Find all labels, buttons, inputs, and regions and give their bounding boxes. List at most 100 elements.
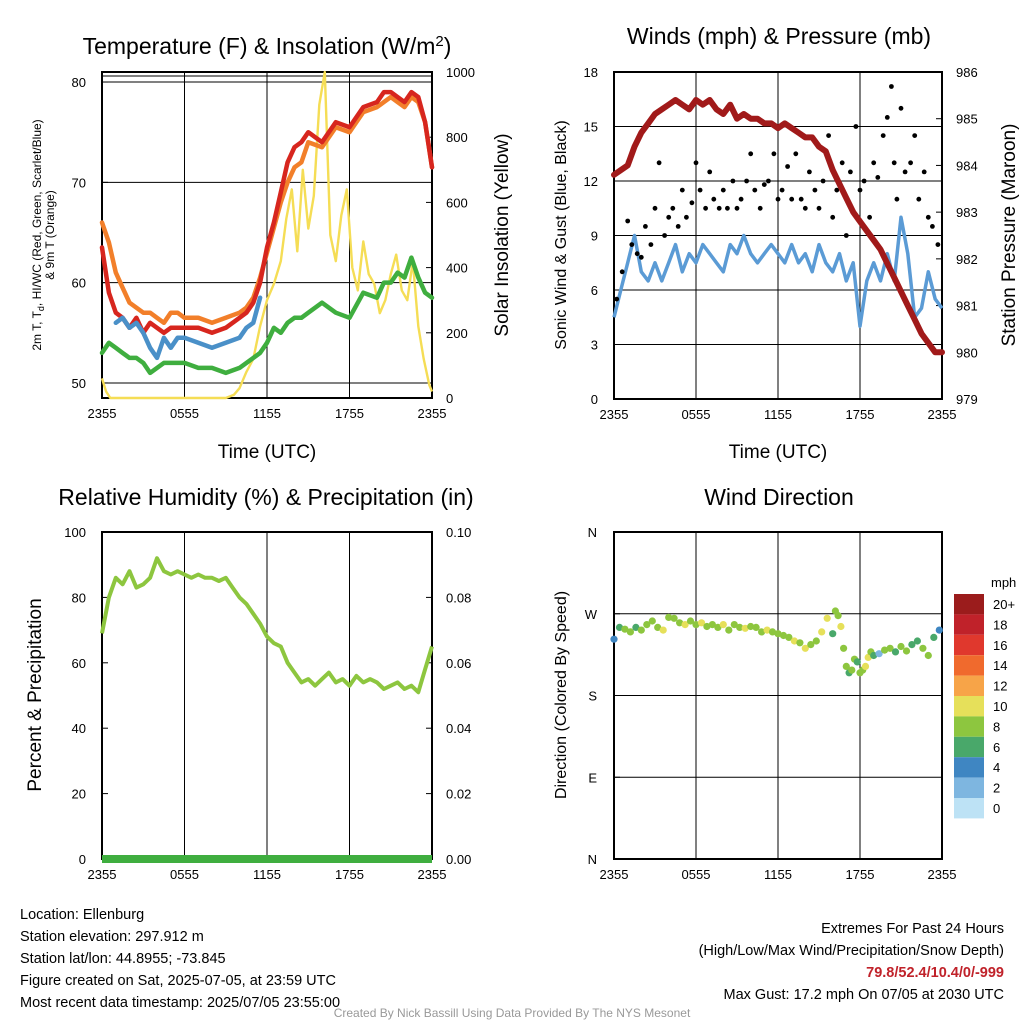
series-line-dewpoint xyxy=(99,255,435,376)
colorbar-label: 12 xyxy=(993,679,1007,694)
extremes-info: Extremes For Past 24 Hours (High/Low/Max… xyxy=(699,918,1004,1006)
wind-direction-point xyxy=(842,662,850,671)
wind-direction-xtick-label: 2355 xyxy=(600,867,629,882)
winds-xtick-label: 0555 xyxy=(682,407,711,422)
temperature-xtick-label: 0555 xyxy=(170,406,199,421)
wind-direction-point xyxy=(681,621,689,629)
solar-insolation-line xyxy=(100,70,434,400)
colorbar-label: 0 xyxy=(993,801,1000,816)
wind-direction-xtick-label: 1155 xyxy=(764,867,792,882)
wind-direction-point xyxy=(610,635,618,643)
wind-direction-point xyxy=(848,666,856,674)
colorbar-swatch xyxy=(954,736,984,758)
gust-point xyxy=(875,175,881,180)
wind-direction-point xyxy=(676,619,684,627)
gust-point xyxy=(826,133,831,139)
rh-xtick-label: 0555 xyxy=(170,867,199,882)
recent-data-text: Most recent data timestamp: 2025/07/05 2… xyxy=(20,995,341,1011)
gust-point xyxy=(744,178,749,184)
gust-point xyxy=(666,214,672,220)
rh-y2tick-label: 0.08 xyxy=(446,590,471,605)
colorbar-label: 2 xyxy=(993,781,1000,796)
gust-point xyxy=(638,254,644,260)
colorbar-swatch xyxy=(954,655,984,676)
wind-direction-point xyxy=(853,658,861,666)
station-pressure-line xyxy=(611,97,945,356)
wind-direction-xtick-label: 1755 xyxy=(846,867,875,882)
temperature-y2tick-label: 600 xyxy=(446,195,468,210)
wind-direction-point xyxy=(714,623,722,632)
winds-y2tick-label: 980 xyxy=(956,345,978,360)
colorbar-label: 6 xyxy=(993,740,1000,755)
gust-point xyxy=(625,218,631,224)
wind-direction-point xyxy=(703,622,711,631)
gust-point xyxy=(725,205,730,211)
colorbar-swatch xyxy=(954,798,984,819)
wind-direction-point xyxy=(924,651,932,660)
station-info: Location: Ellenburg Station elevation: 2… xyxy=(20,904,340,1014)
gust-point xyxy=(891,160,897,166)
gust-point xyxy=(716,205,722,211)
wind-direction-point xyxy=(834,612,842,620)
gust-point xyxy=(834,187,840,193)
figure-created-text: Figure created on Sat, 2025-07-05, at 23… xyxy=(20,973,336,989)
gust-point xyxy=(634,251,640,257)
gust-point xyxy=(930,224,935,229)
rh-y2tick-label: 0.04 xyxy=(446,721,471,736)
wind-direction-chart-title: Wind Direction xyxy=(704,484,854,510)
colorbar-label: 20+ xyxy=(993,597,1015,612)
temperature-y2tick-label: 1000 xyxy=(446,65,475,80)
winds-y2label: Station Pressure (Maroon) xyxy=(999,124,1020,347)
wind-direction-point xyxy=(665,613,673,622)
rh-xtick-label: 2355 xyxy=(418,867,447,882)
gust-point xyxy=(652,205,658,211)
gust-point xyxy=(830,214,836,220)
winds-ytick-label: 15 xyxy=(584,120,598,135)
temperature-ytick-label: 80 xyxy=(72,75,86,90)
wind-direction-point xyxy=(930,633,938,642)
gust-point xyxy=(629,242,635,248)
wind-direction-point xyxy=(902,647,911,655)
wind-direction-point xyxy=(837,622,845,631)
rh-y2tick-label: 0.02 xyxy=(446,787,471,802)
wind-direction-ytick-label: N xyxy=(588,525,597,540)
rh-ytick-label: 0 xyxy=(79,852,86,867)
gust-point xyxy=(684,214,689,220)
wind-direction-point xyxy=(807,641,815,649)
temperature-xtick-label: 1755 xyxy=(335,406,364,421)
rh-plot-area: 2355 0555 1155 1755 23550204060801000.000.02… xyxy=(25,525,471,882)
gust-point xyxy=(853,124,859,129)
wind-direction-point xyxy=(670,614,678,622)
rh-ytick-label: 20 xyxy=(72,787,86,802)
colorbar-label: 14 xyxy=(993,658,1007,673)
rh-xtick-label: 1755 xyxy=(335,867,364,882)
wind-direction-point xyxy=(829,630,837,638)
wind-direction-ytick-label: S xyxy=(588,689,597,704)
gust-point xyxy=(884,115,890,120)
gust-point xyxy=(839,160,845,166)
wind-direction-point xyxy=(741,624,749,632)
rh-ytick-label: 80 xyxy=(72,590,86,605)
gust-point xyxy=(730,178,736,184)
gust-point xyxy=(720,187,726,193)
gust-point xyxy=(675,224,681,229)
winds-xtick-label: 1155 xyxy=(764,407,792,422)
gust-point xyxy=(656,160,662,166)
rh-ytick-label: 60 xyxy=(72,656,86,671)
wind-direction-point xyxy=(935,626,943,634)
gust-point xyxy=(771,151,777,157)
winds-ytick-label: 12 xyxy=(584,174,598,189)
gust-point xyxy=(748,151,754,157)
gust-point xyxy=(816,205,822,211)
temperature-plot-area: 2355 0555 1155 1755 235550607080020040060080… xyxy=(30,65,513,463)
wind-direction-point xyxy=(823,614,831,622)
colorbar-swatch xyxy=(954,696,984,717)
wind-direction-point xyxy=(886,644,894,652)
extremes-values: 79.8/52.4/10.4/0/-999 xyxy=(866,965,1004,981)
gust-point xyxy=(894,196,900,202)
gust-point xyxy=(871,160,877,166)
rh-y2tick-label: 0.06 xyxy=(446,656,471,671)
temperature-ylabel: 2m T, Td, HI/WC (Red, Green, Scarlet/Blu… xyxy=(30,119,57,350)
temperature-chart-title: Temperature (F) & Insolation (W/m2) xyxy=(83,33,452,59)
speed-colorbar-legend: mph 20+ 18 16 14 12 10 8 6 4 2 0 xyxy=(954,575,1016,819)
